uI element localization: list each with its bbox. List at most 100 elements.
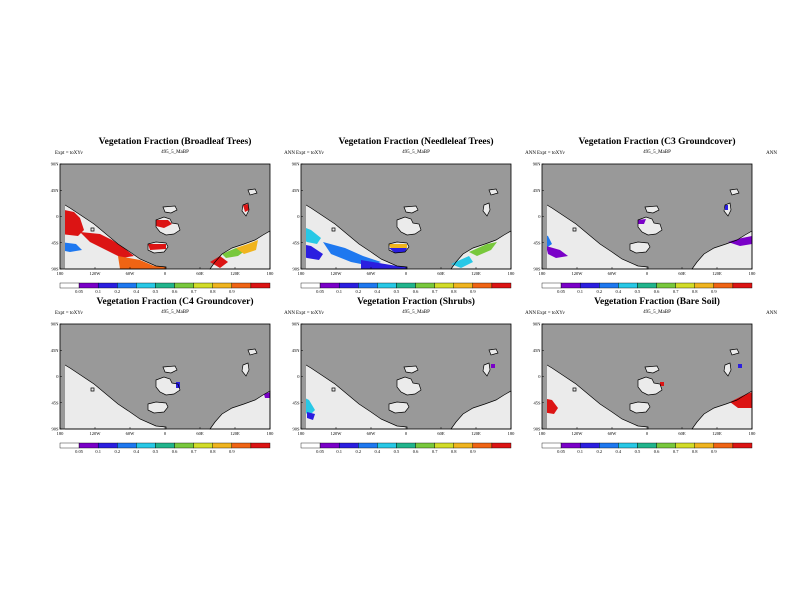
vegetation-fill-region bbox=[738, 364, 742, 368]
panel-title: Vegetation Fraction (Needleleaf Trees) bbox=[338, 137, 494, 147]
east-asia-island-south-outline bbox=[723, 202, 732, 217]
colorbar-label: 0.05 bbox=[557, 449, 566, 454]
australia-landmass bbox=[210, 391, 270, 429]
latitude-tick-label: 90S bbox=[51, 267, 59, 272]
longitude-tick-label: 60E bbox=[678, 431, 686, 436]
colorbar-swatch bbox=[319, 442, 340, 449]
colorbar-label: 0.1 bbox=[95, 289, 101, 294]
longitude-tick-label: 60E bbox=[196, 271, 204, 276]
east-asia-island-south-outline bbox=[241, 362, 250, 377]
longitude-tick-label: 180 bbox=[57, 431, 65, 436]
latitude-tick-label: 45N bbox=[51, 348, 60, 353]
colorbar-swatch bbox=[599, 442, 619, 449]
colorbar-label: 0.05 bbox=[75, 289, 84, 294]
longitude-tick-label: 60W bbox=[126, 271, 136, 276]
experiment-label: Expt = toXYv bbox=[55, 151, 83, 156]
colorbar-swatch bbox=[377, 442, 397, 449]
colorbar-swatch bbox=[136, 442, 156, 449]
east-asia-island-north-outline bbox=[488, 348, 499, 356]
colorbar-label: 0.8 bbox=[210, 449, 216, 454]
small-island-west-outline bbox=[331, 227, 336, 232]
asia-island-outline bbox=[162, 365, 178, 374]
vegetation-fill-region bbox=[730, 392, 752, 408]
panel-title: Vegetation Fraction (Bare Soil) bbox=[594, 297, 720, 307]
colorbar-label: 0.1 bbox=[577, 289, 583, 294]
colorbar-swatch bbox=[713, 442, 734, 449]
colorbar-swatch bbox=[415, 442, 435, 449]
latitude-tick-label: 90N bbox=[533, 162, 542, 167]
vegetation-fill-region bbox=[306, 398, 315, 416]
colorbar-label: 0.1 bbox=[95, 449, 101, 454]
colorbar-label: 0.05 bbox=[557, 289, 566, 294]
south-america-landmass bbox=[65, 205, 166, 269]
asia-island bbox=[645, 206, 659, 213]
latitude-tick-label: 0 bbox=[538, 214, 541, 219]
longitude-tick-label: 0 bbox=[405, 431, 408, 436]
colorbar-swatch bbox=[491, 442, 512, 449]
africa-island-outline bbox=[629, 241, 651, 254]
longitude-tick-label: 120E bbox=[712, 431, 722, 436]
panel-title: Vegetation Fraction (C4 Groundcover) bbox=[96, 297, 254, 307]
latitude-tick-label: 45S bbox=[533, 240, 541, 245]
colorbar-swatch bbox=[231, 442, 252, 449]
colorbar-swatch bbox=[358, 282, 378, 289]
latitude-tick-label: 45N bbox=[292, 348, 301, 353]
colorbar-swatch bbox=[599, 282, 619, 289]
colorbar-label: 0.4 bbox=[134, 289, 140, 294]
colorbar-swatch bbox=[713, 282, 734, 289]
longitude-tick-label: 180 bbox=[298, 431, 306, 436]
longitude-tick-label: 120W bbox=[572, 431, 584, 436]
latitude-tick-label: 90S bbox=[51, 427, 59, 432]
longitude-tick-label: 120E bbox=[471, 271, 481, 276]
africa-island bbox=[630, 242, 650, 253]
map-panel: Vegetation Fraction (Shrubs) 495_5_MaBP Ex… bbox=[292, 297, 536, 454]
experiment-label: Expt = toXYv bbox=[296, 151, 324, 156]
colorbar-swatch bbox=[637, 442, 657, 449]
north-america-island bbox=[638, 377, 662, 395]
colorbar-swatch bbox=[453, 442, 474, 449]
vegetation-fill-region bbox=[65, 242, 82, 252]
south-america-landmass bbox=[547, 365, 648, 429]
latitude-tick-label: 0 bbox=[297, 214, 300, 219]
longitude-tick-label: 120E bbox=[230, 431, 240, 436]
colorbar-label: 0.1 bbox=[577, 449, 583, 454]
vegetation-fill-region bbox=[389, 244, 407, 249]
colorbar-swatch bbox=[637, 282, 657, 289]
season-label: ANN bbox=[525, 311, 536, 316]
colorbar-label: 0.8 bbox=[692, 449, 698, 454]
north-america-island-outline bbox=[396, 376, 422, 396]
colorbar-label: 0.9 bbox=[229, 289, 235, 294]
colorbar-label: 0.6 bbox=[413, 449, 419, 454]
asia-island-outline bbox=[403, 365, 419, 374]
longitude-tick-label: 180 bbox=[539, 271, 547, 276]
small-island-west bbox=[332, 228, 335, 231]
longitude-tick-label: 120W bbox=[90, 431, 102, 436]
vegetation-fill-region bbox=[118, 256, 166, 269]
south-america-landmass bbox=[547, 205, 648, 269]
longitude-tick-label: 60E bbox=[196, 431, 204, 436]
colorbar-swatch bbox=[694, 442, 715, 449]
colorbar-label: 0.2 bbox=[114, 289, 120, 294]
longitude-tick-label: 60W bbox=[608, 431, 618, 436]
colorbar-swatch bbox=[250, 442, 271, 449]
latitude-tick-label: 45N bbox=[51, 188, 60, 193]
colorbar-label: 0.4 bbox=[616, 289, 622, 294]
latitude-tick-label: 90N bbox=[533, 322, 542, 327]
longitude-tick-label: 180 bbox=[267, 271, 275, 276]
colorbar-swatch bbox=[618, 442, 638, 449]
latitude-tick-label: 90N bbox=[51, 322, 60, 327]
latitude-tick-label: 0 bbox=[56, 374, 59, 379]
south-america-landmass bbox=[65, 365, 166, 429]
longitude-tick-label: 120E bbox=[712, 271, 722, 276]
colorbar-label: 0.4 bbox=[616, 449, 622, 454]
south-america-landmass bbox=[306, 365, 407, 429]
colorbar-label: 0.7 bbox=[191, 449, 197, 454]
latitude-tick-label: 45S bbox=[292, 400, 300, 405]
vegetation-fill-region bbox=[306, 245, 323, 260]
colorbar-swatch bbox=[59, 282, 80, 289]
experiment-label: Expt = toXYv bbox=[296, 311, 324, 316]
colorbar-swatch bbox=[78, 442, 99, 449]
colorbar-label: 0.4 bbox=[375, 289, 381, 294]
longitude-tick-label: 120W bbox=[90, 271, 102, 276]
